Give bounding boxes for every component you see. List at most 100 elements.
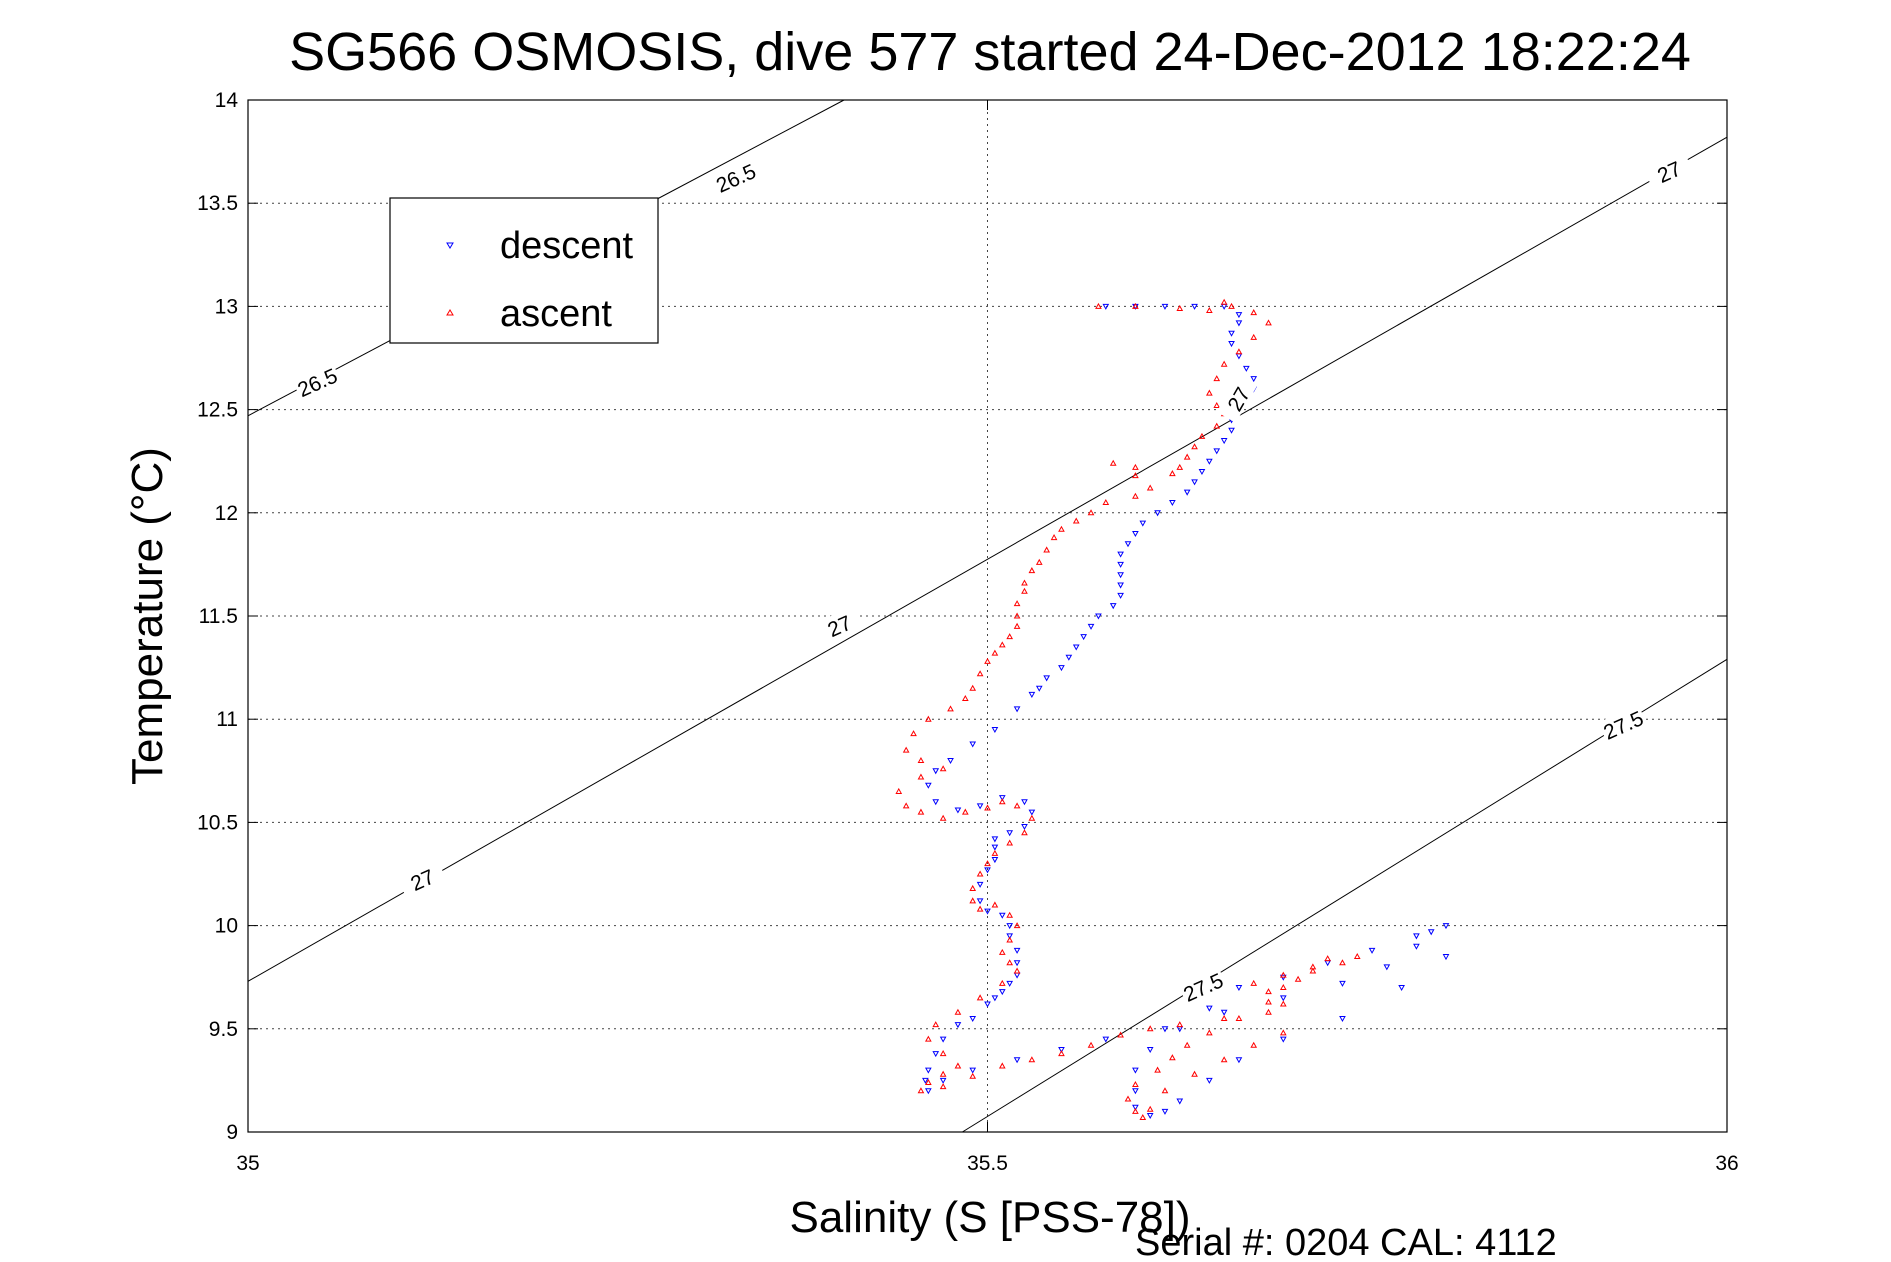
ascent-point	[939, 814, 947, 821]
ascent-point	[984, 860, 991, 867]
ascent-point	[1220, 1056, 1228, 1063]
descent-point	[1161, 1108, 1169, 1115]
ascent-point	[1132, 463, 1139, 470]
descent-point	[1228, 427, 1235, 434]
descent-point	[924, 782, 932, 789]
ascent-point	[998, 1062, 1006, 1069]
contour-label: 26.5	[710, 157, 760, 198]
descent-point	[1146, 1112, 1154, 1120]
descent-point	[969, 1015, 977, 1023]
ascent-point	[939, 1050, 947, 1057]
ascent-point	[1279, 971, 1287, 978]
ascent-point	[1058, 1050, 1065, 1057]
descent-point	[1035, 685, 1043, 692]
descent-point	[954, 807, 962, 814]
ascent-point	[998, 979, 1006, 986]
ascent-point	[1021, 829, 1028, 836]
ascent-point	[1176, 304, 1184, 311]
descent-point	[1191, 479, 1198, 486]
legend-box	[389, 197, 659, 344]
descent-point	[1413, 933, 1420, 940]
ascent-point	[1109, 459, 1117, 466]
descent-point	[984, 908, 991, 915]
ascent-point	[1339, 959, 1346, 966]
ascent-point	[1117, 1031, 1124, 1038]
descent-point	[1413, 943, 1420, 950]
ascent-point	[998, 641, 1006, 648]
descent-point	[1013, 972, 1021, 979]
ascent-point	[1206, 1029, 1213, 1036]
descent-point	[1427, 929, 1435, 936]
ascent-point	[1279, 1000, 1287, 1007]
contour-label-bg	[710, 157, 760, 196]
ascent-point	[1324, 955, 1332, 962]
descent-point	[1117, 592, 1124, 599]
descent-point	[947, 757, 954, 765]
descent-point	[1442, 954, 1450, 961]
contour-label-bg	[1598, 704, 1648, 743]
contour-label-text: 27.5	[1180, 969, 1227, 1007]
ascent-point	[917, 756, 925, 763]
y-tick-label: 13.5	[197, 192, 238, 215]
descent-point	[1013, 1057, 1021, 1064]
descent-point	[1398, 985, 1405, 992]
ascent-point	[991, 649, 999, 656]
ascent-point	[1006, 911, 1014, 918]
ascent-point	[1265, 1008, 1272, 1015]
ascent-point	[1206, 306, 1213, 314]
ascent-point	[924, 1035, 932, 1042]
descent-point	[1124, 541, 1132, 548]
ascent-point	[932, 1021, 940, 1028]
ascent-point	[1183, 453, 1191, 460]
chart-title: SG566 OSMOSIS, dive 577 started 24-Dec-2…	[289, 22, 1691, 82]
descent-point	[1235, 320, 1243, 327]
ascent-point	[1132, 302, 1139, 309]
descent-point	[1132, 1088, 1139, 1095]
data-points	[895, 298, 1450, 1121]
descent-point	[1279, 1036, 1287, 1043]
descent-point	[1235, 353, 1243, 360]
descent-point	[1206, 1077, 1213, 1084]
ascent-point	[969, 1072, 977, 1079]
density-contour-27-5	[962, 658, 1728, 1133]
ascent-point	[969, 884, 977, 891]
ascent-point	[1043, 546, 1051, 553]
ascent-point	[976, 670, 984, 677]
descent-point	[998, 989, 1006, 996]
descent-point	[1006, 830, 1014, 837]
descent-point	[1250, 376, 1258, 383]
descent-point	[1235, 312, 1243, 319]
ascent-point	[1013, 922, 1021, 929]
descent-point	[1102, 303, 1110, 310]
ascent-point	[976, 870, 984, 877]
ascent-point	[969, 684, 977, 691]
descent-point	[932, 768, 940, 775]
ascent-point	[917, 1087, 925, 1094]
ascent-point	[1169, 1054, 1176, 1061]
y-tick-label: 14	[215, 89, 239, 112]
contour-label: 27.5	[1598, 704, 1648, 745]
descent-point	[1132, 1104, 1139, 1111]
ascent-point	[1102, 498, 1110, 505]
ascent-point	[998, 948, 1006, 955]
ascent-point	[910, 730, 917, 737]
descent-point	[969, 741, 977, 748]
x-tick-label: 36	[1715, 1152, 1738, 1175]
ascent-point	[1006, 936, 1014, 943]
contour-label-bg	[1643, 151, 1694, 190]
y-tick-label: 10.5	[197, 811, 238, 834]
ascent-point	[1265, 988, 1272, 995]
ascent-point	[1132, 1107, 1139, 1114]
descent-point	[1117, 561, 1124, 568]
ascent-point	[1139, 1114, 1147, 1121]
ascent-point	[1235, 1014, 1243, 1021]
ascent-point	[895, 787, 903, 794]
descent-point	[1109, 603, 1117, 610]
ascent-point	[1309, 963, 1317, 970]
ascent-point	[1265, 998, 1272, 1005]
ascent-point	[1220, 360, 1228, 367]
axis-ticks: 9 9.5 10 10.5 11 11.5 12 12.5 13 13.5 14 35 35.5 36	[197, 89, 1739, 1175]
legend-label-ascent: ascent	[500, 293, 612, 335]
descent-point	[954, 1022, 962, 1029]
